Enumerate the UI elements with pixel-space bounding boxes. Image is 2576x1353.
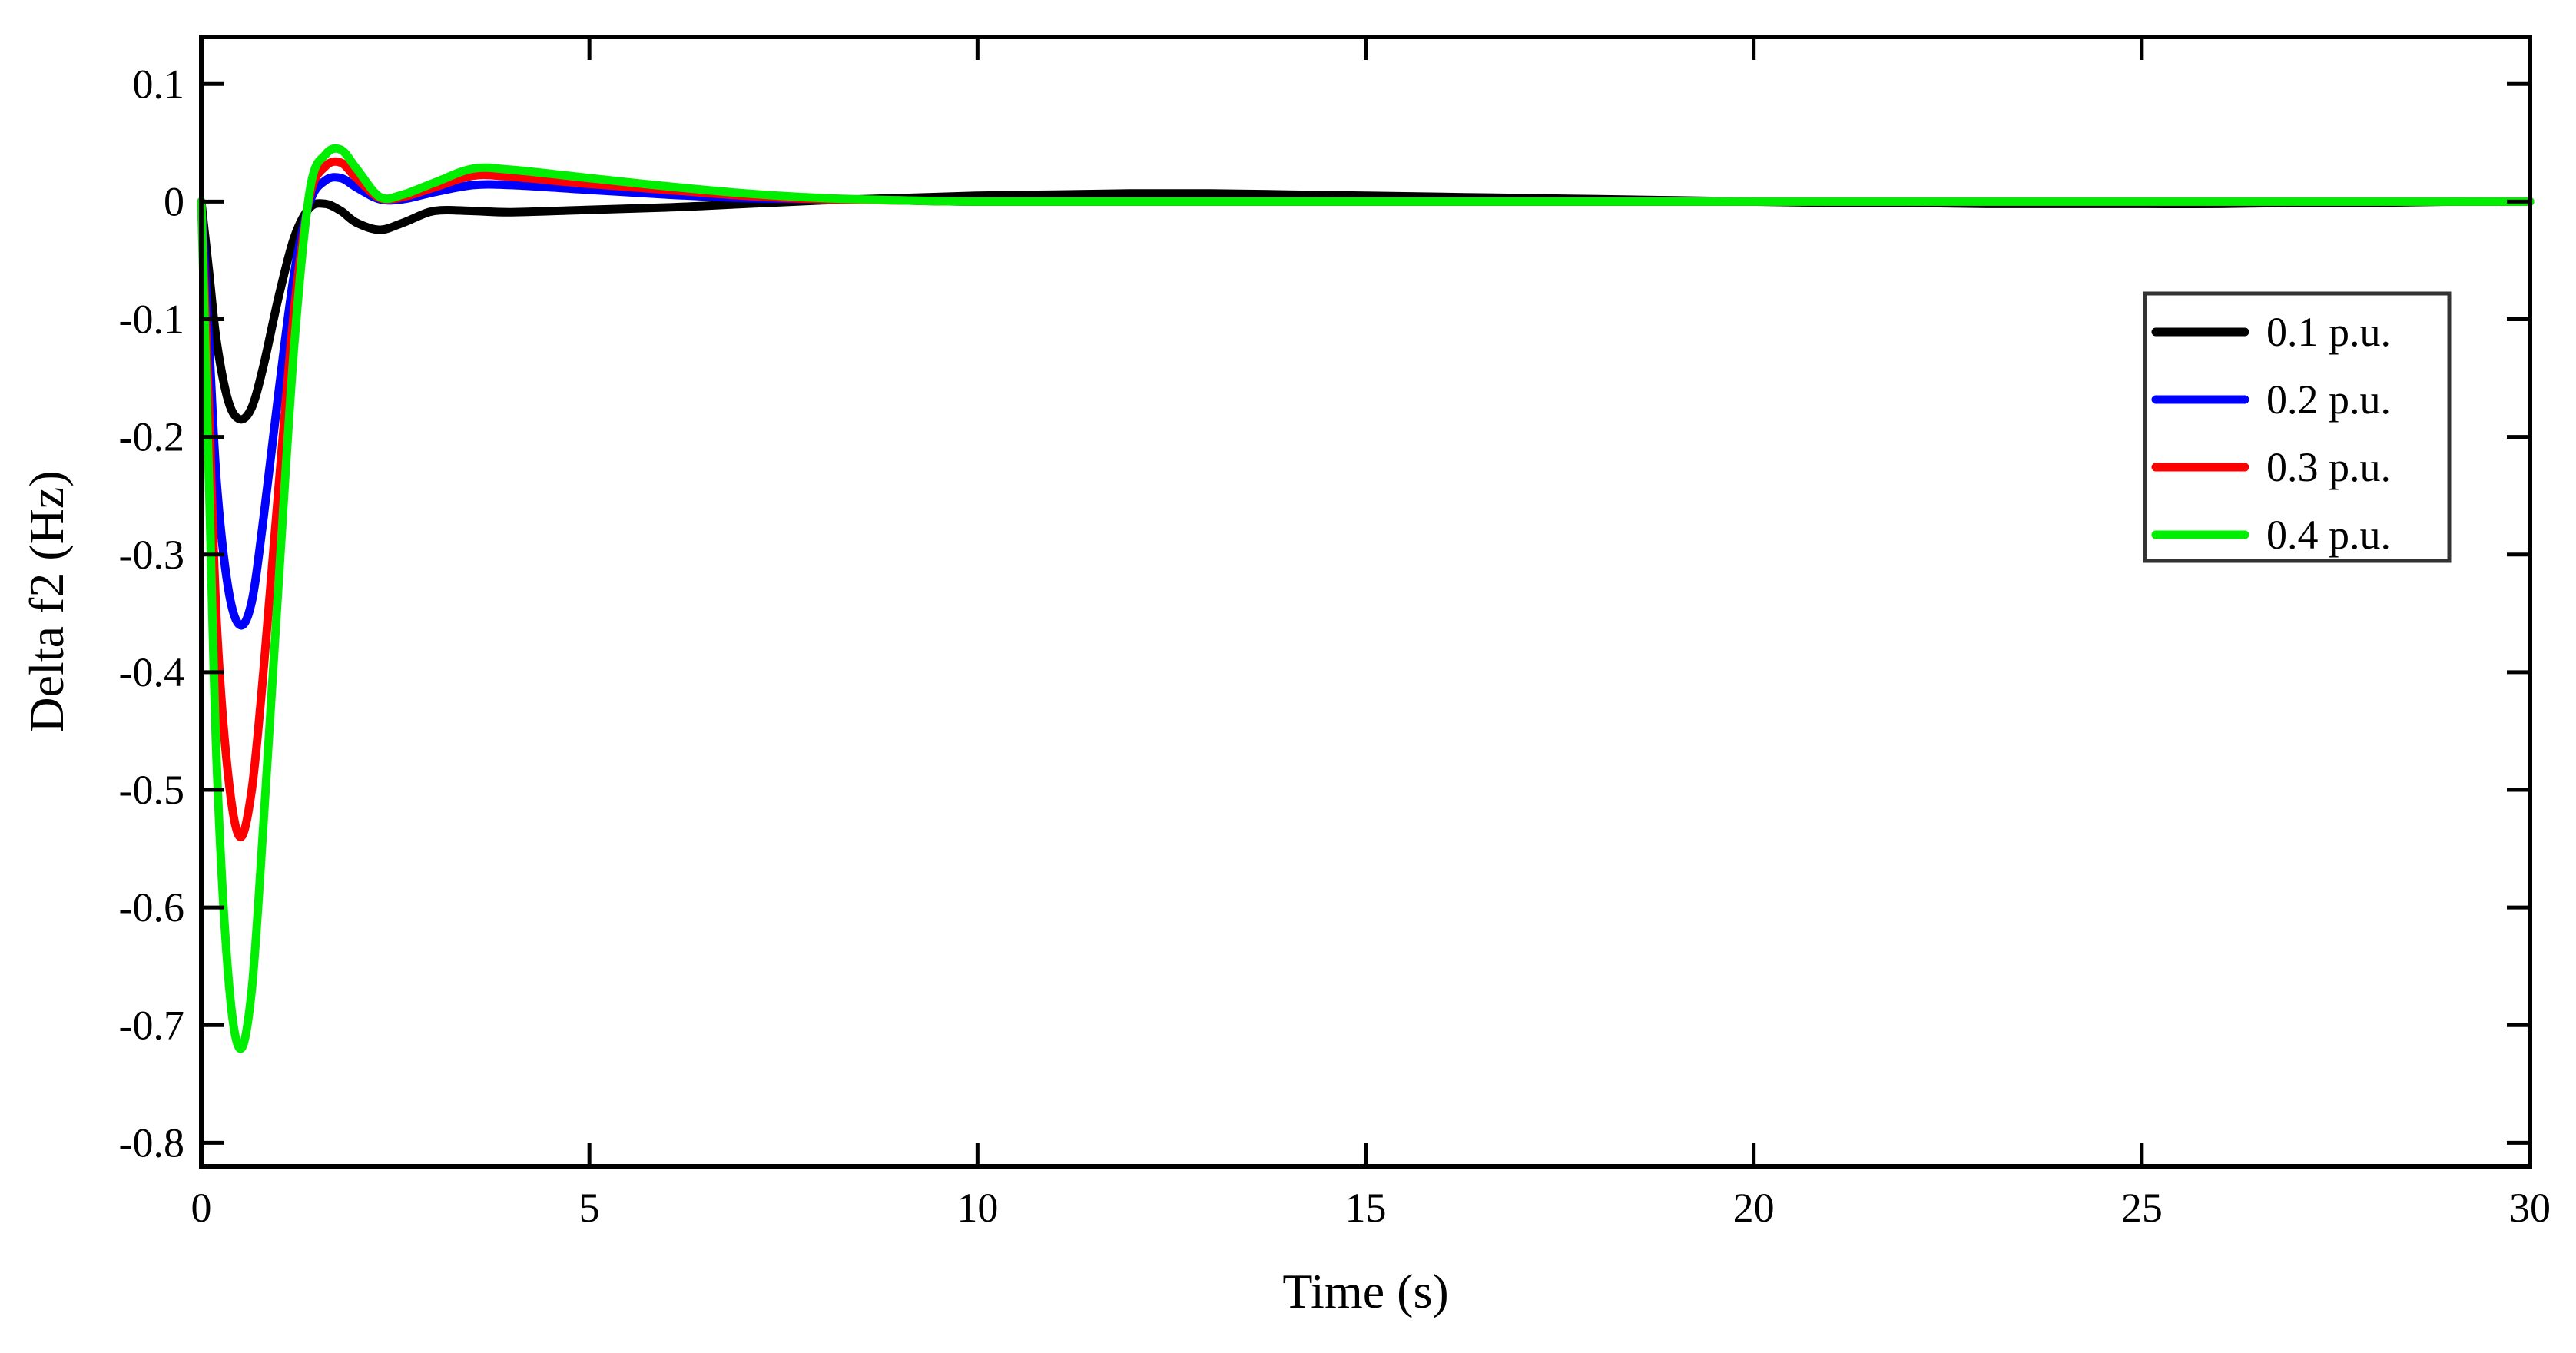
x-tick-label: 0 [191, 1185, 212, 1231]
y-tick-label: -0.6 [119, 884, 184, 930]
y-tick-label: -0.1 [119, 297, 184, 343]
x-tick-label: 10 [956, 1185, 998, 1231]
series-line-4 [197, 144, 2535, 1053]
y-tick-label: -0.8 [119, 1119, 184, 1166]
legend-label: 0.4 p.u. [2266, 512, 2391, 558]
legend-label: 0.3 p.u. [2266, 444, 2391, 490]
legend-label: 0.1 p.u. [2266, 309, 2391, 355]
legend: 0.1 p.u. 0.2 p.u. 0.3 p.u. 0.4 p.u. [2143, 291, 2452, 563]
legend-label: 0.2 p.u. [2266, 376, 2391, 423]
axis-ticks: 0 5 10 15 20 25 30 0.1 0 -0.1 -0.2 -0.3 -0.4 -0.5 -0.6… [119, 37, 2551, 1231]
y-tick-label: -0.2 [119, 414, 184, 460]
legend-box [2143, 291, 2452, 563]
x-tick-label: 15 [1345, 1185, 1387, 1231]
y-axis-label: Delta f2 (Hz) [19, 470, 74, 732]
y-tick-label: -0.7 [119, 1002, 184, 1048]
y-tick-label: -0.4 [119, 649, 184, 695]
x-tick-label: 5 [579, 1185, 600, 1231]
y-tick-label: -0.3 [119, 532, 184, 578]
y-tick-label: -0.5 [119, 767, 184, 813]
x-tick-label: 30 [2509, 1185, 2551, 1231]
series-layer [197, 144, 2535, 1053]
x-tick-label: 25 [2121, 1185, 2163, 1231]
y-tick-label: 0 [164, 178, 184, 224]
x-axis-label: Time (s) [1282, 1264, 1448, 1318]
y-tick-label: 0.1 [133, 61, 185, 107]
x-tick-label: 20 [1733, 1185, 1775, 1231]
